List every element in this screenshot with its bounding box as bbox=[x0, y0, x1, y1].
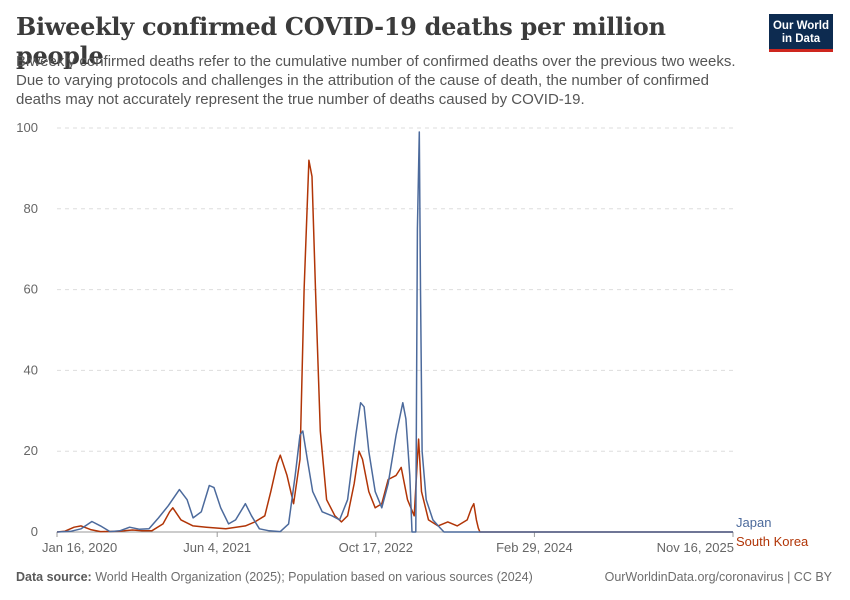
gridlines bbox=[56, 127, 734, 537]
data-source: Data source: World Health Organization (… bbox=[16, 570, 533, 584]
footer-url-link[interactable]: OurWorldinData.org/coronavirus | CC BY bbox=[604, 570, 832, 584]
chart-title: Biweekly confirmed COVID-19 deaths per m… bbox=[16, 12, 666, 70]
x-tick-labels: Jan 16, 2020 Jun 4, 2021 Oct 17, 2022 Feb 2… bbox=[42, 540, 734, 555]
y-tick-labels: 0 20 40 60 80 100 bbox=[16, 120, 38, 539]
series-line-south-korea bbox=[56, 159, 733, 533]
legend: Japan South Korea bbox=[736, 515, 809, 549]
y-tick-label: 60 bbox=[24, 282, 38, 297]
data-source-text: World Health Organization (2025); Popula… bbox=[95, 570, 533, 584]
y-tick-label: 0 bbox=[31, 524, 38, 539]
x-tick-label: Feb 29, 2024 bbox=[496, 540, 573, 555]
series-line-japan bbox=[56, 131, 733, 533]
logo-line-2: in Data bbox=[781, 33, 821, 45]
legend-label-south-korea: South Korea bbox=[736, 534, 809, 549]
legend-label-japan: Japan bbox=[736, 515, 771, 530]
x-tick-label: Nov 16, 2025 bbox=[657, 540, 734, 555]
y-tick-label: 40 bbox=[24, 362, 38, 377]
x-tick-label: Jan 16, 2020 bbox=[42, 540, 117, 555]
y-tick-label: 80 bbox=[24, 201, 38, 216]
series-lines bbox=[56, 131, 733, 533]
x-tick-label: Jun 4, 2021 bbox=[183, 540, 251, 555]
x-tick-label: Oct 17, 2022 bbox=[339, 540, 413, 555]
y-tick-label: 100 bbox=[16, 120, 38, 135]
data-source-label: Data source: bbox=[16, 570, 92, 584]
owid-logo[interactable]: Our World in Data bbox=[769, 14, 833, 52]
chart-subtitle: Biweekly confirmed deaths refer to the c… bbox=[16, 53, 736, 108]
y-tick-label: 20 bbox=[24, 443, 38, 458]
logo-line-1: Our World bbox=[772, 20, 829, 32]
